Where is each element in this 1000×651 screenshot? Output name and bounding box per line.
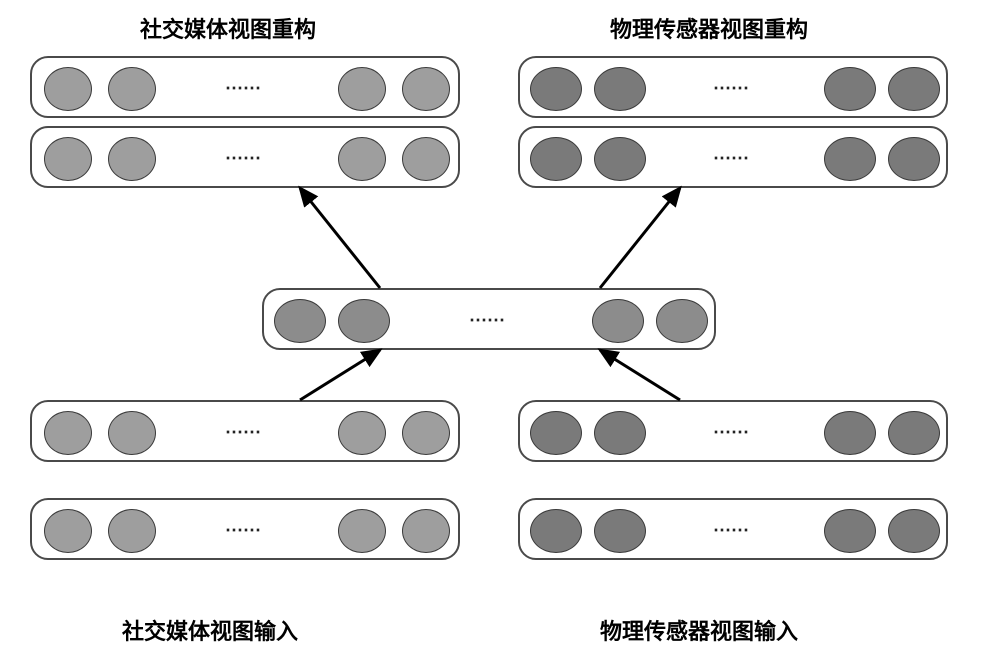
ellipsis: ⋯⋯ (225, 78, 261, 99)
arrow (600, 188, 680, 288)
node (530, 411, 582, 455)
node (656, 299, 708, 343)
node (108, 137, 156, 181)
node (594, 67, 646, 111)
layer-top_right_1: ⋯⋯ (518, 56, 948, 118)
ellipsis: ⋯⋯ (713, 148, 749, 169)
layer-top_left_1: ⋯⋯ (30, 56, 460, 118)
node (824, 509, 876, 553)
layer-bot_left_1: ⋯⋯ (30, 400, 460, 462)
node (338, 411, 386, 455)
layer-bot_right_1: ⋯⋯ (518, 400, 948, 462)
node (402, 411, 450, 455)
node (108, 509, 156, 553)
label-bottom-left: 社交媒体视图输入 (122, 614, 298, 646)
ellipsis: ⋯⋯ (225, 422, 261, 443)
node (44, 137, 92, 181)
node (44, 67, 92, 111)
node (824, 411, 876, 455)
label-top-left: 社交媒体视图重构 (140, 12, 316, 44)
node (592, 299, 644, 343)
layer-bot_left_2: ⋯⋯ (30, 498, 460, 560)
arrow (600, 350, 680, 400)
node (530, 137, 582, 181)
node (888, 509, 940, 553)
ellipsis: ⋯⋯ (713, 422, 749, 443)
node (824, 137, 876, 181)
node (108, 411, 156, 455)
node (888, 137, 940, 181)
arrow (300, 188, 380, 288)
node (338, 509, 386, 553)
node (338, 299, 390, 343)
node (530, 509, 582, 553)
ellipsis: ⋯⋯ (469, 310, 505, 331)
layer-top_right_2: ⋯⋯ (518, 126, 948, 188)
label-bottom-right: 物理传感器视图输入 (600, 614, 798, 646)
node (274, 299, 326, 343)
node (888, 67, 940, 111)
diagram-canvas: 社交媒体视图重构 物理传感器视图重构 社交媒体视图输入 物理传感器视图输入 ⋯⋯… (0, 0, 1000, 651)
node (338, 67, 386, 111)
node (824, 67, 876, 111)
node (338, 137, 386, 181)
node (402, 137, 450, 181)
ellipsis: ⋯⋯ (225, 148, 261, 169)
ellipsis: ⋯⋯ (713, 520, 749, 541)
node (44, 411, 92, 455)
ellipsis: ⋯⋯ (713, 78, 749, 99)
node (44, 509, 92, 553)
layer-bot_right_2: ⋯⋯ (518, 498, 948, 560)
node (594, 509, 646, 553)
layer-middle: ⋯⋯ (262, 288, 716, 350)
node (530, 67, 582, 111)
label-top-right: 物理传感器视图重构 (610, 12, 808, 44)
node (108, 67, 156, 111)
node (402, 67, 450, 111)
ellipsis: ⋯⋯ (225, 520, 261, 541)
node (402, 509, 450, 553)
layer-top_left_2: ⋯⋯ (30, 126, 460, 188)
arrow (300, 350, 380, 400)
node (594, 137, 646, 181)
node (594, 411, 646, 455)
node (888, 411, 940, 455)
